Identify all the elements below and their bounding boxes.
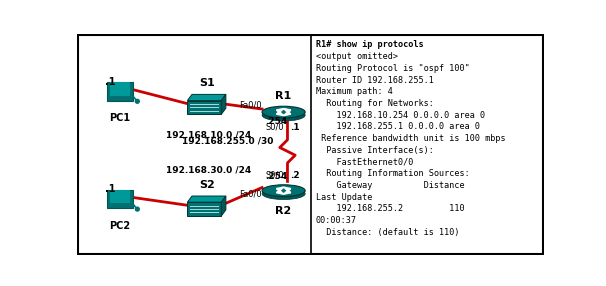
Polygon shape <box>187 196 226 202</box>
Text: S0/0: S0/0 <box>266 123 284 132</box>
Text: 192.168.255.0 /30: 192.168.255.0 /30 <box>182 137 273 146</box>
Text: Routing for Networks:: Routing for Networks: <box>316 99 434 108</box>
Text: Last Update: Last Update <box>316 193 372 202</box>
Text: 00:00:37: 00:00:37 <box>316 216 357 225</box>
Text: .254: .254 <box>265 172 287 181</box>
Ellipse shape <box>262 106 305 118</box>
Text: 192.168.30.0 /24: 192.168.30.0 /24 <box>165 165 251 174</box>
Text: Gateway          Distance: Gateway Distance <box>316 181 465 190</box>
Bar <box>107 82 133 101</box>
Bar <box>262 191 305 194</box>
Text: R2: R2 <box>276 206 291 216</box>
Text: .2: .2 <box>290 171 300 180</box>
Text: S2: S2 <box>199 180 215 190</box>
Text: S0/0: S0/0 <box>266 171 284 180</box>
Text: .1: .1 <box>105 77 116 87</box>
Circle shape <box>135 207 139 211</box>
Text: FastEthernet0/0: FastEthernet0/0 <box>316 158 413 166</box>
Text: .1: .1 <box>290 123 300 132</box>
Bar <box>187 202 221 216</box>
Text: Routing Protocol is "ospf 100": Routing Protocol is "ospf 100" <box>316 64 470 73</box>
Text: 192.168.10.0 /24: 192.168.10.0 /24 <box>165 131 251 140</box>
Text: .1: .1 <box>105 184 116 194</box>
Bar <box>262 112 305 115</box>
Text: 192.168.10.254 0.0.0.0 area 0: 192.168.10.254 0.0.0.0 area 0 <box>316 111 485 120</box>
Ellipse shape <box>262 188 305 200</box>
Text: PC1: PC1 <box>109 113 130 123</box>
Bar <box>107 190 133 208</box>
Text: Fa0/0: Fa0/0 <box>239 190 262 199</box>
Text: Routing Information Sources:: Routing Information Sources: <box>316 169 470 178</box>
Text: Distance: (default is 110): Distance: (default is 110) <box>316 228 459 237</box>
Text: R1# show ip protocols: R1# show ip protocols <box>316 41 424 49</box>
Ellipse shape <box>262 185 305 196</box>
Text: Reference bandwidth unit is 100 mbps: Reference bandwidth unit is 100 mbps <box>316 134 505 143</box>
Text: R1: R1 <box>276 92 291 102</box>
Polygon shape <box>221 196 226 216</box>
Ellipse shape <box>262 109 305 121</box>
Polygon shape <box>187 94 226 101</box>
Text: .254: .254 <box>265 118 287 126</box>
Circle shape <box>135 99 139 103</box>
Polygon shape <box>221 94 226 114</box>
Bar <box>110 82 130 96</box>
Bar <box>187 101 221 114</box>
Text: Router ID 192.168.255.1: Router ID 192.168.255.1 <box>316 76 434 85</box>
Text: S1: S1 <box>199 78 215 88</box>
Bar <box>110 190 130 203</box>
Text: 192.168.255.2         110: 192.168.255.2 110 <box>316 204 465 213</box>
Text: PC2: PC2 <box>109 221 130 231</box>
Text: Fa0/0: Fa0/0 <box>239 101 262 110</box>
Text: <output omitted>: <output omitted> <box>316 52 398 61</box>
Text: 192.168.255.1 0.0.0.0 area 0: 192.168.255.1 0.0.0.0 area 0 <box>316 122 480 131</box>
Text: Passive Interface(s):: Passive Interface(s): <box>316 146 434 155</box>
Text: Maximum path: 4: Maximum path: 4 <box>316 87 393 96</box>
